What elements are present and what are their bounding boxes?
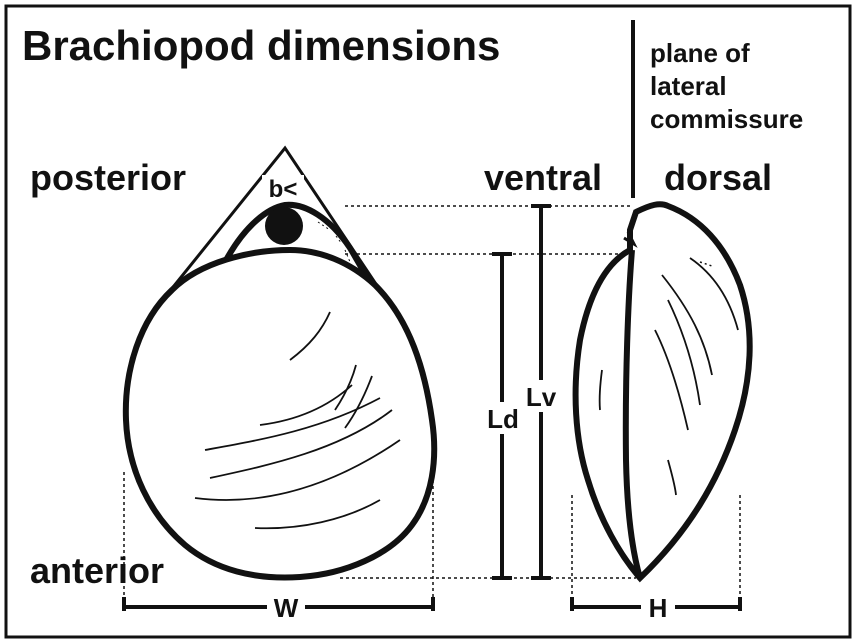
plane-label-line-2: lateral [650,71,727,101]
ld-label: Ld [487,404,519,434]
beak-stipple [317,221,351,263]
lv-label-bg [522,380,560,412]
beak-notch [623,231,638,248]
ld-label-bg [485,402,521,434]
height-label: H [649,593,668,623]
ventral-label: ventral [484,157,602,198]
dorsal-view-shell [122,145,438,581]
lateral-growth-line [661,274,713,376]
growth-line [289,311,331,361]
shell-outline [122,246,438,581]
lateral-view-shell [572,201,753,583]
lv-label: Lv [526,382,557,412]
plane-label-line-3: commissure [650,104,803,134]
pedicle-foramen [265,207,303,245]
lateral-growth-line [667,299,701,406]
width-label-bg [267,592,305,622]
height-label-bg [641,592,675,622]
lateral-stipple [699,261,713,267]
commissure-line [622,249,643,579]
beak-angle-label-bg [262,175,304,201]
dorsal-label: dorsal [664,157,772,198]
beak-angle-label: b< [269,176,298,203]
width-measure: W [122,472,435,623]
lateral-outline [572,201,753,583]
growth-line [209,409,393,479]
plane-label-line-1: plane of [650,38,750,68]
growth-line [254,499,381,530]
growth-line [334,364,357,411]
lateral-growth-line [598,369,603,411]
height-measure: H [570,495,742,623]
lateral-growth-line [667,459,677,496]
length-measures: Ld Lv [340,204,636,580]
width-label: W [274,593,299,623]
diagram-title: Brachiopod dimensions [22,22,500,69]
anterior-label: anterior [30,550,164,591]
posterior-label: posterior [30,157,186,198]
growth-line [194,439,401,501]
lateral-growth-line [689,257,739,331]
growth-line [259,384,353,426]
growth-line [204,397,381,451]
lateral-growth-line [654,329,689,431]
growth-line [344,375,373,429]
